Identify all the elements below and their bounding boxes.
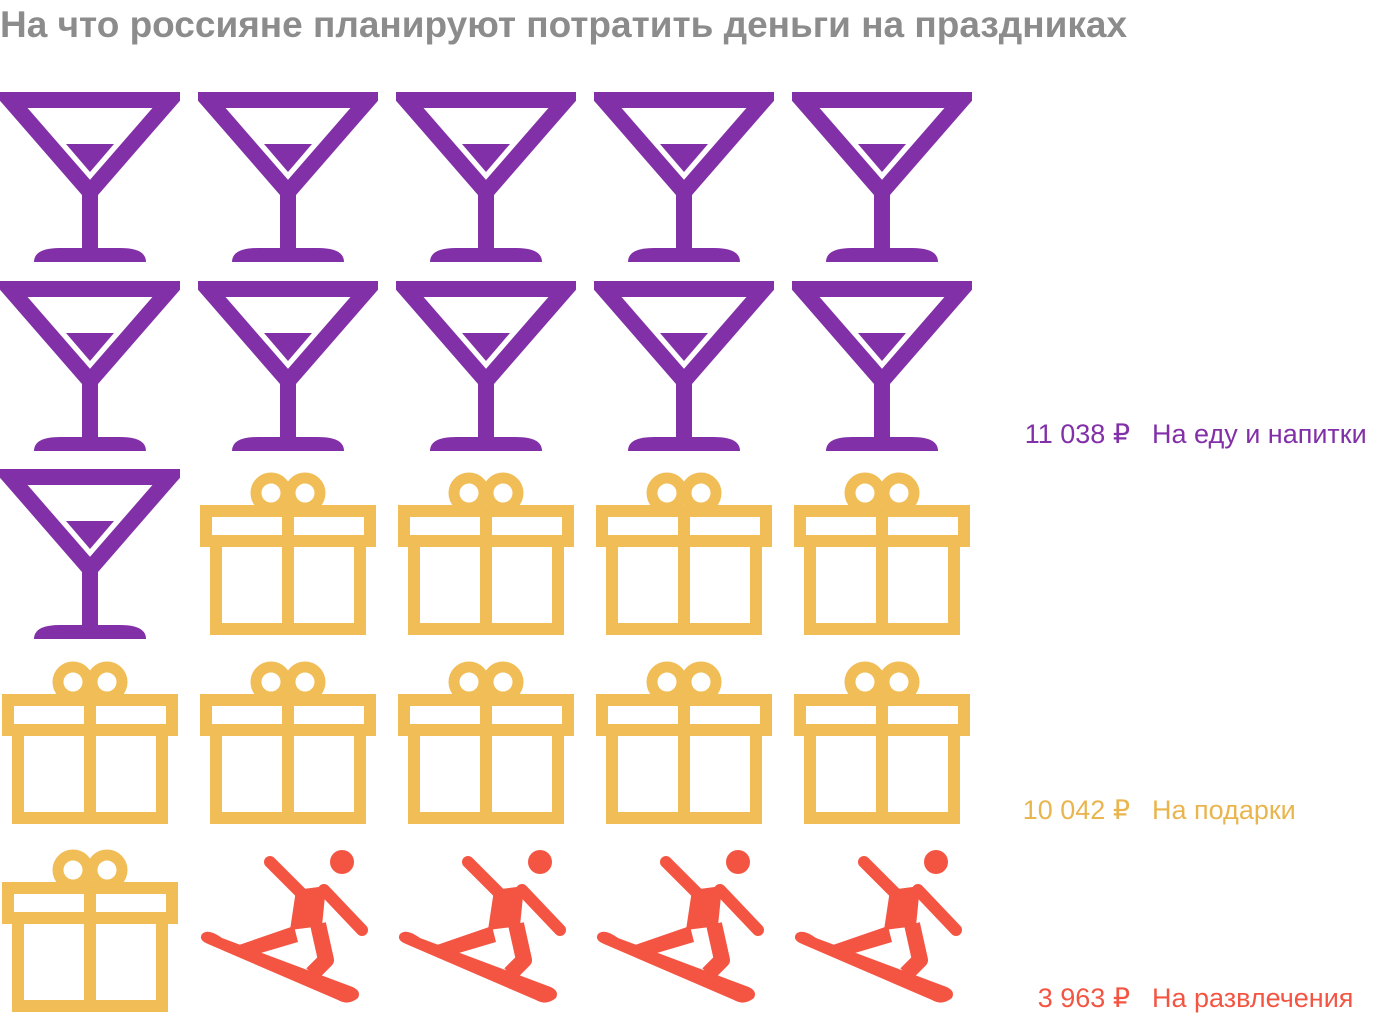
gift-box-icon-mark (596, 472, 772, 635)
martini-glass-icon (198, 273, 378, 453)
legend-label-gifts: На подарки (1152, 795, 1296, 825)
martini-glass-icon-mark (396, 280, 576, 451)
gift-box-icon (396, 650, 576, 830)
martini-glass-icon-mark (198, 280, 378, 451)
pictogram-grid (0, 84, 972, 1018)
gift-box-icon-mark (2, 849, 178, 1012)
gift-box-icon (198, 461, 378, 641)
martini-glass-icon (594, 84, 774, 264)
martini-glass-icon-mark (594, 92, 774, 262)
gift-box-icon (594, 650, 774, 830)
gift-box-icon-mark (200, 661, 376, 824)
gift-box-icon-mark (398, 472, 574, 635)
snowboarder-icon (396, 838, 576, 1018)
gift-box-icon (594, 461, 774, 641)
legend-label-food-drinks: На еду и напитки (1152, 419, 1367, 449)
martini-glass-icon-mark (792, 280, 972, 451)
martini-glass-icon (0, 84, 180, 264)
snowboarder-icon (198, 838, 378, 1018)
legend-value-food-drinks: 11 038 ₽ (1024, 419, 1130, 449)
legend-food-drinks: 11 038 ₽ На еду и напитки (960, 419, 1400, 459)
legend-entertainment: 3 963 ₽ На развлечения (960, 983, 1400, 1023)
martini-glass-icon (0, 461, 180, 641)
gift-box-icon (792, 461, 972, 641)
martini-glass-icon (0, 273, 180, 453)
martini-glass-icon (792, 273, 972, 453)
snowboarder-icon-mark (200, 850, 368, 1003)
gift-box-icon (0, 838, 180, 1018)
martini-glass-icon-mark (198, 92, 378, 262)
martini-glass-icon (198, 84, 378, 264)
gift-box-icon-mark (2, 661, 178, 824)
gift-box-icon-mark (794, 472, 970, 635)
snowboarder-icon (792, 838, 972, 1018)
snowboarder-icon-mark (596, 850, 764, 1003)
legend-value-entertainment: 3 963 ₽ (1037, 983, 1130, 1013)
martini-glass-icon-mark (396, 92, 576, 262)
martini-glass-icon (396, 84, 576, 264)
gift-box-icon (198, 650, 378, 830)
gift-box-icon-mark (596, 661, 772, 824)
legend-label-entertainment: На развлечения (1152, 983, 1354, 1013)
martini-glass-icon-mark (0, 92, 180, 262)
gift-box-icon-mark (794, 661, 970, 824)
snowboarder-icon-mark (794, 850, 962, 1003)
gift-box-icon-mark (200, 472, 376, 635)
gift-box-icon (792, 650, 972, 830)
gift-box-icon-mark (398, 661, 574, 824)
martini-glass-icon (396, 273, 576, 453)
snowboarder-icon (594, 838, 774, 1018)
martini-glass-icon-mark (594, 280, 774, 451)
martini-glass-icon-mark (792, 92, 972, 262)
martini-glass-icon (594, 273, 774, 453)
martini-glass-icon (792, 84, 972, 264)
legend-gifts: 10 042 ₽ На подарки (960, 795, 1400, 835)
chart-title: На что россияне планируют потратить день… (0, 4, 1128, 45)
gift-box-icon (396, 461, 576, 641)
martini-glass-icon-mark (0, 280, 180, 451)
martini-glass-icon-mark (0, 469, 180, 639)
gift-box-icon (0, 650, 180, 830)
snowboarder-icon-mark (398, 850, 566, 1003)
legend-value-gifts: 10 042 ₽ (1022, 795, 1130, 825)
